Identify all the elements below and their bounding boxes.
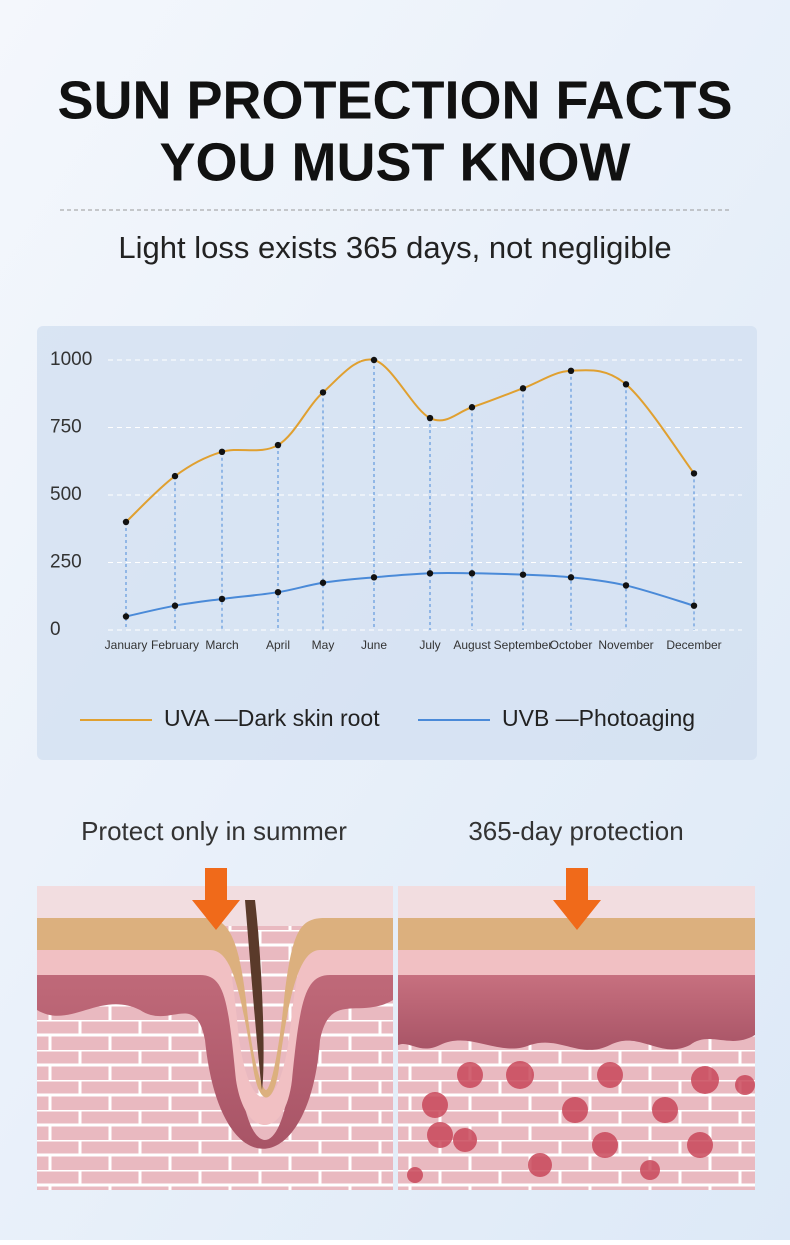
- title: SUN PROTECTION FACTS: [57, 70, 732, 130]
- data-point: [426, 570, 434, 577]
- x-tick-label: November: [598, 638, 653, 652]
- data-point: [122, 518, 130, 526]
- x-tick-label: December: [666, 638, 721, 652]
- chart-panel: [37, 326, 757, 760]
- skin-illustration-right: [398, 868, 755, 1190]
- data-point: [218, 448, 226, 455]
- panel-label: Protect only in summer: [81, 816, 347, 846]
- legend-label: UVB —Photoaging: [502, 705, 695, 731]
- y-tick-label: 250: [50, 552, 82, 573]
- data-point: [519, 385, 527, 392]
- data-point: [171, 472, 179, 480]
- x-tick-label: January: [105, 638, 148, 652]
- x-tick-label: May: [312, 638, 335, 652]
- skin-illustration-left: [37, 868, 393, 1190]
- data-point: [274, 589, 282, 596]
- subtitle: Light loss exists 365 days, not negligib…: [118, 230, 671, 265]
- x-tick-label: August: [453, 638, 491, 652]
- legend-label: UVA —Dark skin root: [164, 705, 380, 731]
- y-tick-label: 750: [50, 417, 82, 438]
- y-tick-label: 0: [50, 619, 61, 640]
- data-point: [319, 389, 327, 396]
- data-point: [370, 574, 378, 581]
- x-tick-label: June: [361, 638, 387, 652]
- y-tick-label: 500: [50, 484, 82, 505]
- title: YOU MUST KNOW: [160, 132, 631, 192]
- data-point: [519, 571, 527, 578]
- data-point: [468, 570, 476, 577]
- data-point: [468, 404, 476, 411]
- data-point: [567, 367, 575, 374]
- data-point: [622, 582, 630, 589]
- data-point: [218, 595, 226, 603]
- data-point: [370, 356, 378, 364]
- x-tick-label: October: [550, 638, 593, 652]
- data-point: [426, 414, 434, 422]
- data-point: [622, 381, 630, 388]
- data-point: [122, 613, 130, 620]
- y-tick-label: 1000: [50, 349, 92, 370]
- x-tick-label: March: [205, 638, 238, 652]
- chart: 0 250 500 750 1000 January February March April M…: [50, 349, 742, 731]
- data-point: [274, 441, 282, 449]
- x-tick-label: February: [151, 638, 199, 652]
- data-point: [319, 579, 327, 586]
- data-point: [171, 602, 179, 609]
- data-point: [567, 574, 575, 581]
- panel-label: 365-day protection: [468, 816, 683, 846]
- data-point: [690, 602, 698, 609]
- data-point: [690, 470, 698, 477]
- x-tick-label: July: [419, 638, 440, 652]
- x-tick-label: April: [266, 638, 290, 652]
- x-tick-label: September: [494, 638, 553, 652]
